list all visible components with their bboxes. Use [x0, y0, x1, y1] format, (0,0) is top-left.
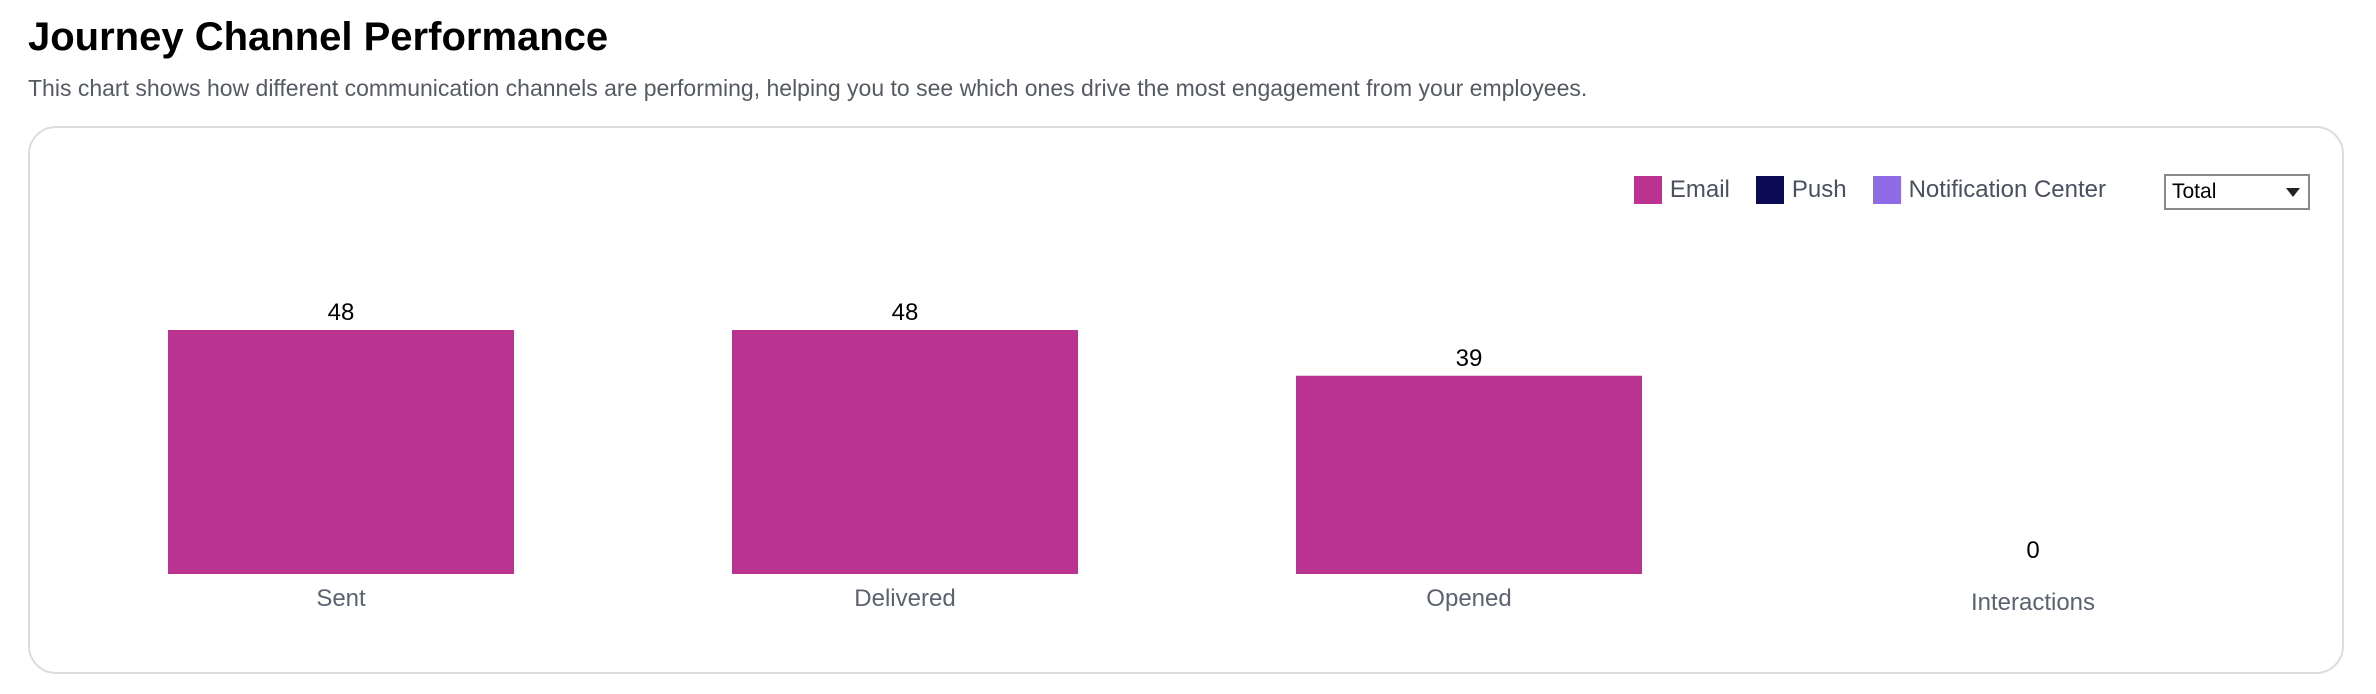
data-label-sent: 48: [328, 299, 355, 326]
category-label-interactions: Interactions: [1971, 589, 2095, 616]
total-dropdown[interactable]: Total: [2164, 174, 2310, 210]
legend-label-email: Email: [1669, 176, 1730, 203]
bar-chart: 48 Sent 48 Delivered 39 Opened 0 Interactions: [168, 299, 2095, 616]
data-label-delivered: 48: [892, 299, 919, 326]
data-label-opened: 39: [1456, 345, 1483, 372]
bar-delivered[interactable]: [732, 330, 1078, 574]
category-label-delivered: Delivered: [854, 585, 955, 612]
legend-swatch-notification-center: [1872, 176, 1901, 204]
data-label-interactions: 0: [2026, 537, 2039, 564]
chart-legend: Email Push Notification Center: [1633, 176, 2106, 204]
legend-label-push: Push: [1791, 176, 1847, 203]
legend-swatch-email: [1633, 176, 1662, 204]
category-label-opened: Opened: [1426, 585, 1511, 612]
bar-sent[interactable]: [168, 330, 514, 574]
chart-card: Email Push Notification Center Total 48 S…: [28, 126, 2344, 674]
bar-opened[interactable]: [1296, 375, 1642, 574]
legend-item-push[interactable]: Push: [1755, 176, 1847, 204]
page-title: Journey Channel Performance: [28, 15, 609, 59]
dropdown-selected-value: Total: [2172, 180, 2217, 203]
category-label-sent: Sent: [316, 585, 366, 612]
legend-label-notification-center: Notification Center: [1908, 176, 2106, 203]
chevron-down-icon: [2286, 187, 2300, 197]
legend-swatch-push: [1755, 176, 1784, 204]
legend-item-email[interactable]: Email: [1633, 176, 1730, 204]
page-subtitle: This chart shows how different communica…: [28, 75, 1588, 101]
legend-item-notification-center[interactable]: Notification Center: [1872, 176, 2106, 204]
